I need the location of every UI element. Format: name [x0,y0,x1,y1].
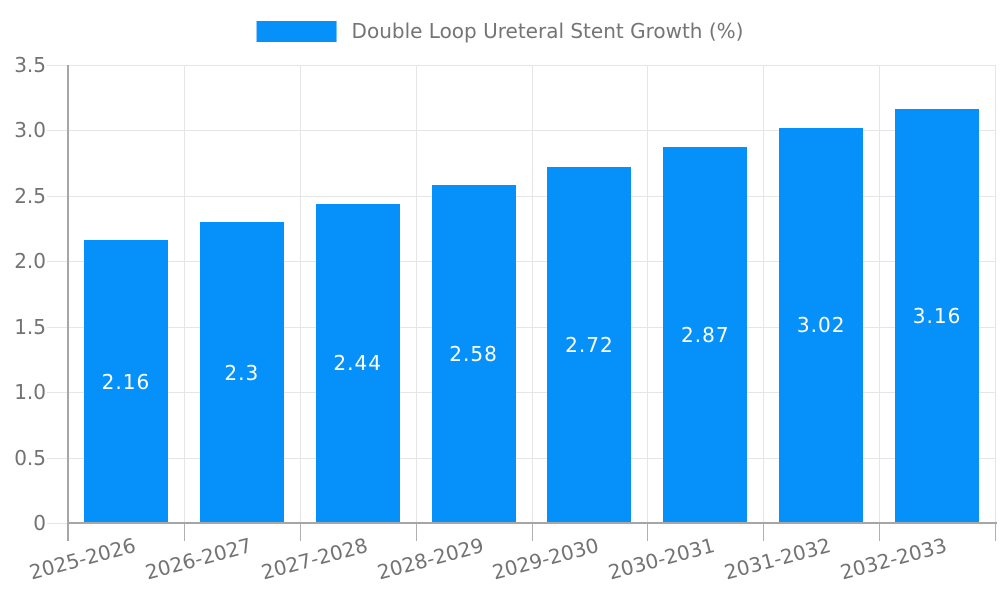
x-axis-tick-label: 2025-2026 [26,533,139,585]
y-gridline [47,326,995,328]
x-gridline [415,65,417,523]
x-gridline [531,65,533,523]
y-axis-tick-label: 2.0 [14,249,46,274]
y-axis-tick-label: 1.5 [14,314,46,339]
y-axis-tick-label: 3.5 [14,53,46,77]
x-gridline [183,65,185,523]
x-gridline [647,65,649,523]
x-axis-line [68,522,997,524]
x-axis-tick-label: 2030-2031 [606,533,718,585]
bar[interactable] [315,203,400,523]
x-axis-tick [647,523,649,541]
y-gridline [47,261,995,263]
y-gridline [47,195,995,197]
x-axis-tick [531,523,533,541]
bar[interactable] [83,240,168,523]
y-gridline [47,392,995,394]
x-gridline [879,65,881,523]
x-gridline [763,65,765,523]
legend-swatch-icon [256,20,337,42]
legend[interactable]: Double Loop Ureteral Stent Growth (%) [256,19,744,43]
y-axis-tick-label: 1.0 [14,380,46,405]
legend-label: Double Loop Ureteral Stent Growth (%) [351,19,744,43]
bar[interactable] [663,147,748,523]
x-axis-tick-label: 2028-2029 [374,533,486,585]
x-axis-tick-label: 2031-2032 [721,533,834,585]
y-axis-line [67,65,69,541]
y-gridline [47,130,995,132]
x-axis-tick [879,523,881,541]
y-axis-tick-label: 0 [33,511,46,535]
bar[interactable] [431,185,516,523]
y-gridline [47,65,995,66]
x-axis-tick-label: 2026-2027 [142,533,255,585]
x-axis-tick [415,523,417,541]
x-axis-tick [183,523,185,541]
x-axis-tick-label: 2029-2030 [490,533,602,585]
y-axis-tick-label: 2.5 [14,183,46,208]
y-axis-tick-label: 3.0 [14,118,46,143]
bar[interactable] [199,222,284,523]
x-gridline [299,65,301,523]
bar[interactable] [895,109,980,523]
x-axis-tick [299,523,301,541]
y-gridline [47,457,995,459]
y-axis-tick-label: 0.5 [14,445,46,470]
x-axis-tick-label: 2027-2028 [258,533,370,585]
x-gridline [995,65,996,523]
x-axis-tick-label: 2032-2033 [837,533,950,585]
x-axis-tick [995,523,996,541]
bar[interactable] [779,127,864,523]
y-gridline [47,523,68,524]
bar[interactable] [547,167,632,523]
x-axis-tick [763,523,765,541]
